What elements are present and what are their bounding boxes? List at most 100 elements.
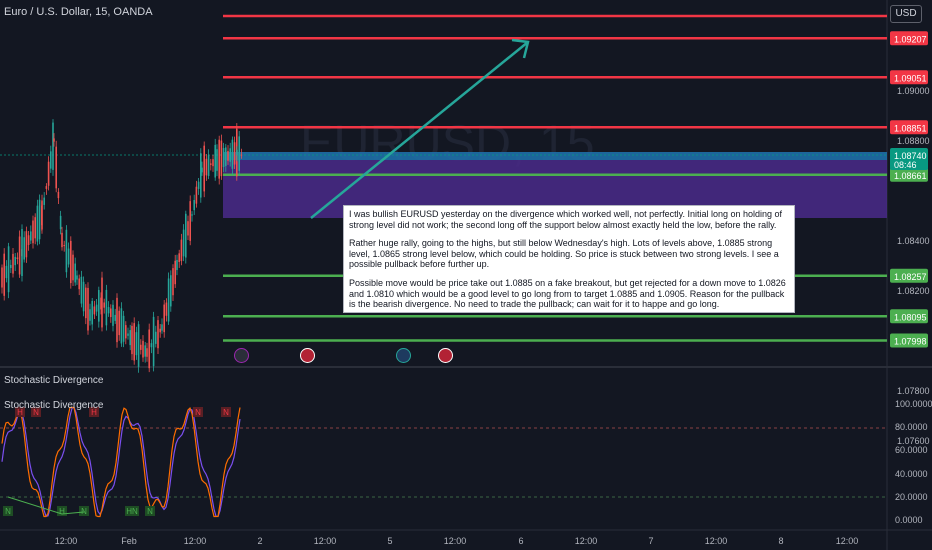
bullish-divergence-marker: [125, 506, 139, 516]
candle-body: [70, 240, 72, 284]
level-price-label: 1.08095: [894, 312, 927, 322]
candle-body: [142, 340, 144, 358]
candle-body: [85, 287, 87, 319]
candle-body: [10, 264, 12, 269]
lightning-event-icon[interactable]: [234, 348, 249, 363]
candle-body: [148, 329, 150, 369]
candle-body: [178, 253, 180, 262]
bearish-divergence-label: N: [195, 408, 201, 417]
indicator-legend-title[interactable]: Stochastic Divergence: [4, 400, 104, 411]
bullish-divergence-label: N: [147, 507, 153, 516]
projection-arrow[interactable]: [310, 41, 529, 219]
countdown-label: 08:46: [894, 160, 917, 170]
time-tick-label: 12:00: [444, 536, 467, 546]
bearish-divergence-label: N: [33, 408, 39, 417]
bullish-divergence-label: N: [81, 507, 87, 516]
candle-body: [34, 217, 36, 239]
candle-body: [170, 275, 172, 307]
candle-body: [74, 263, 76, 283]
candle-body: [157, 320, 159, 349]
candle-body: [103, 302, 105, 308]
us-flag-event-icon[interactable]: [300, 348, 315, 363]
level-price-tag: [890, 333, 928, 348]
annotation-paragraph-1: I was bullish EURUSD yesterday on the di…: [349, 209, 783, 230]
candle-body: [176, 259, 178, 271]
candle-body: [225, 147, 227, 166]
candle-body: [53, 138, 55, 142]
stoch-signal-line: [1, 406, 241, 518]
candle-body: [135, 332, 138, 356]
current-price-tag: [890, 148, 928, 170]
bearish-divergence-label: H: [91, 408, 97, 417]
time-tick-label: 12:00: [55, 536, 78, 546]
candle-body: [101, 277, 103, 328]
candle-body: [61, 232, 63, 248]
candle-body: [200, 153, 202, 198]
time-tick-label: 12:00: [184, 536, 207, 546]
candle-body: [21, 228, 23, 277]
us-flag-event-icon[interactable]: [438, 348, 453, 363]
candle-body: [57, 191, 60, 199]
candle-body: [159, 328, 161, 333]
globe-event-icon[interactable]: [396, 348, 411, 363]
stoch-k-line: [1, 406, 241, 518]
candle-body: [89, 309, 91, 321]
bullish-divergence-label: HN: [126, 507, 138, 516]
candle-body: [185, 213, 187, 258]
candle-body: [207, 155, 210, 177]
time-tick-label: 12:00: [314, 536, 337, 546]
indicator-pane-title[interactable]: Stochastic Divergence: [4, 375, 104, 386]
bearish-divergence-marker: [193, 407, 203, 417]
candle-body: [163, 304, 165, 333]
candle-body: [212, 159, 214, 167]
annotation-paragraph-3: Possible move would be price take out 1.…: [349, 277, 786, 310]
candle-body: [227, 150, 229, 161]
candle-body: [127, 333, 129, 336]
time-tick-label: 12:00: [836, 536, 859, 546]
candle-body: [129, 330, 131, 346]
candle-body: [3, 253, 5, 296]
indicator-tick-label: 20.0000: [895, 492, 928, 502]
indicator-tick-label: 80.0000: [895, 422, 928, 432]
candle-body: [93, 306, 96, 315]
indicator-tick-label: 0.0000: [895, 515, 923, 525]
time-tick-label: Feb: [121, 536, 137, 546]
candle-body: [216, 149, 218, 171]
currency-button[interactable]: USD: [890, 5, 922, 23]
candle-body: [32, 220, 34, 244]
candle-body: [140, 344, 142, 350]
candle-body: [233, 142, 236, 165]
bullish-divergence-marker: [57, 506, 67, 516]
annotation-paragraph-2: Rather huge rally, going to the highs, b…: [349, 238, 779, 270]
bearish-divergence-marker: [89, 407, 99, 417]
annotation-note[interactable]: I was bullish EURUSD yesterday on the di…: [343, 205, 795, 313]
current-price-label: 1.08740: [894, 151, 927, 161]
candle-body: [205, 158, 208, 176]
price-tick-label: 1.08800: [897, 136, 930, 146]
candle-body: [238, 136, 240, 171]
candle-body: [52, 122, 54, 170]
candle-body: [114, 314, 116, 321]
candle-body: [146, 348, 148, 357]
bearish-divergence-label: H: [17, 408, 23, 417]
candle-body: [82, 281, 85, 312]
candle-body: [214, 144, 216, 178]
time-tick-label: 7: [648, 536, 653, 546]
candle-body: [137, 324, 140, 367]
level-price-label: 1.09051: [894, 73, 927, 83]
level-price-label: 1.08851: [894, 123, 927, 133]
candle-body: [47, 161, 50, 186]
candle-body: [107, 307, 110, 314]
bullish-divergence-marker: [145, 506, 155, 516]
support-zone-band[interactable]: [223, 152, 887, 160]
bullish-divergence-marker: [79, 506, 89, 516]
level-price-tag: [890, 167, 928, 182]
candle-body: [220, 140, 223, 177]
level-price-label: 1.08257: [894, 272, 927, 282]
candle-body: [1, 267, 3, 288]
candle-body: [110, 308, 112, 318]
candle-body: [231, 139, 234, 169]
indicator-tick-label: 100.0000: [895, 399, 932, 409]
symbol-title[interactable]: Euro / U.S. Dollar, 15, OANDA: [4, 6, 153, 18]
